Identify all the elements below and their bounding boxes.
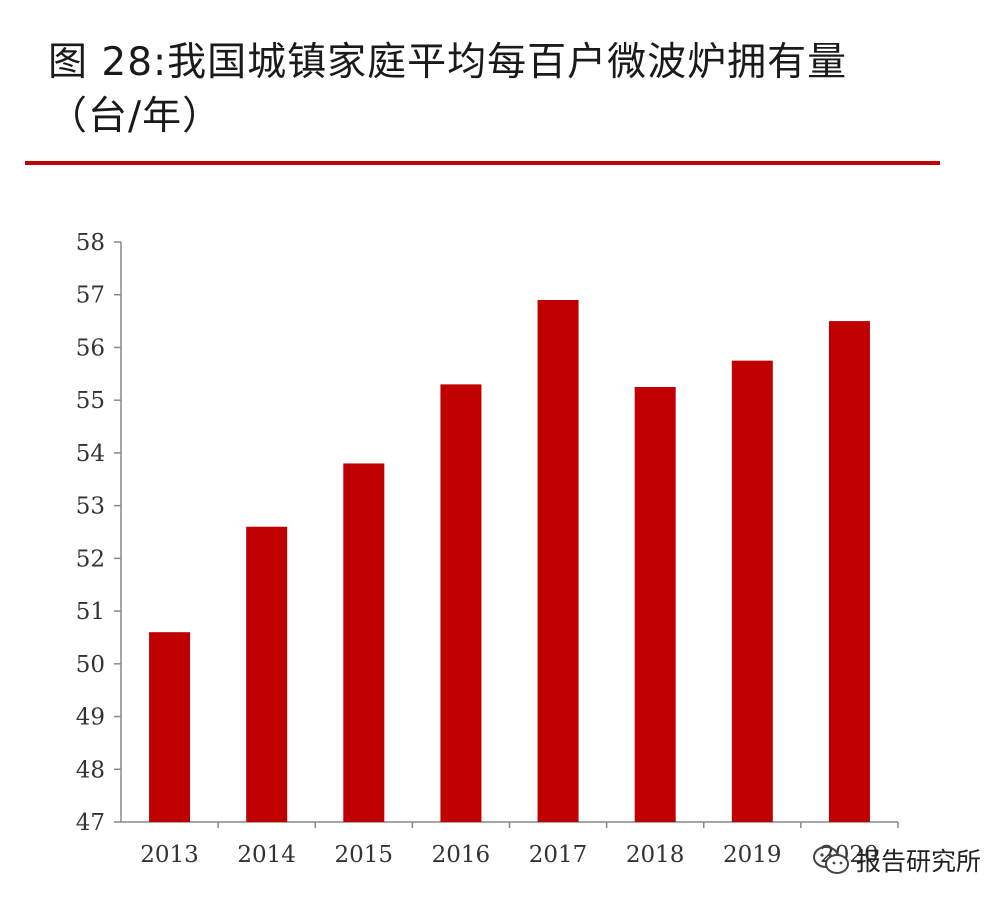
- bar-2018: [634, 387, 676, 822]
- x-tick-label: 2019: [723, 842, 782, 868]
- y-tick-label: 56: [76, 335, 105, 361]
- y-tick-label: 57: [76, 283, 105, 309]
- bar-2017: [537, 300, 579, 822]
- title-divider: [25, 161, 940, 165]
- y-tick-label: 50: [76, 652, 105, 678]
- x-tick-label: 2015: [335, 842, 394, 868]
- chart-title: 图 28:我国城镇家庭平均每百户微波炉拥有量 （台/年）: [48, 36, 948, 144]
- y-tick-label: 52: [76, 546, 105, 572]
- chart-title-line2: （台/年）: [48, 94, 223, 139]
- x-tick-label: 2017: [529, 842, 588, 868]
- bar-2016: [440, 384, 482, 822]
- y-tick-label: 48: [76, 757, 105, 783]
- y-tick-label: 47: [76, 810, 105, 836]
- y-tick-label: 58: [76, 230, 105, 256]
- bar-2015: [343, 463, 385, 822]
- bar-2019: [731, 360, 773, 822]
- y-tick-label: 54: [76, 441, 105, 467]
- y-tick-label: 49: [76, 705, 105, 731]
- x-tick-label: 2016: [432, 842, 491, 868]
- x-tick-label: 2018: [626, 842, 685, 868]
- watermark: 报告研究所: [812, 842, 981, 878]
- x-tick-label: 2014: [237, 842, 296, 868]
- y-tick-label: 55: [76, 388, 105, 414]
- bar-2020: [828, 321, 870, 822]
- watermark-text: 报告研究所: [856, 847, 982, 876]
- wechat-icon: [813, 846, 849, 874]
- bar-2013: [149, 632, 191, 822]
- y-tick-label: 51: [76, 599, 105, 625]
- y-tick-label: 53: [76, 494, 105, 520]
- chart-title-line1: 图 28:我国城镇家庭平均每百户微波炉拥有量: [48, 40, 848, 85]
- bar-2014: [246, 526, 288, 822]
- x-tick-label: 2013: [140, 842, 199, 868]
